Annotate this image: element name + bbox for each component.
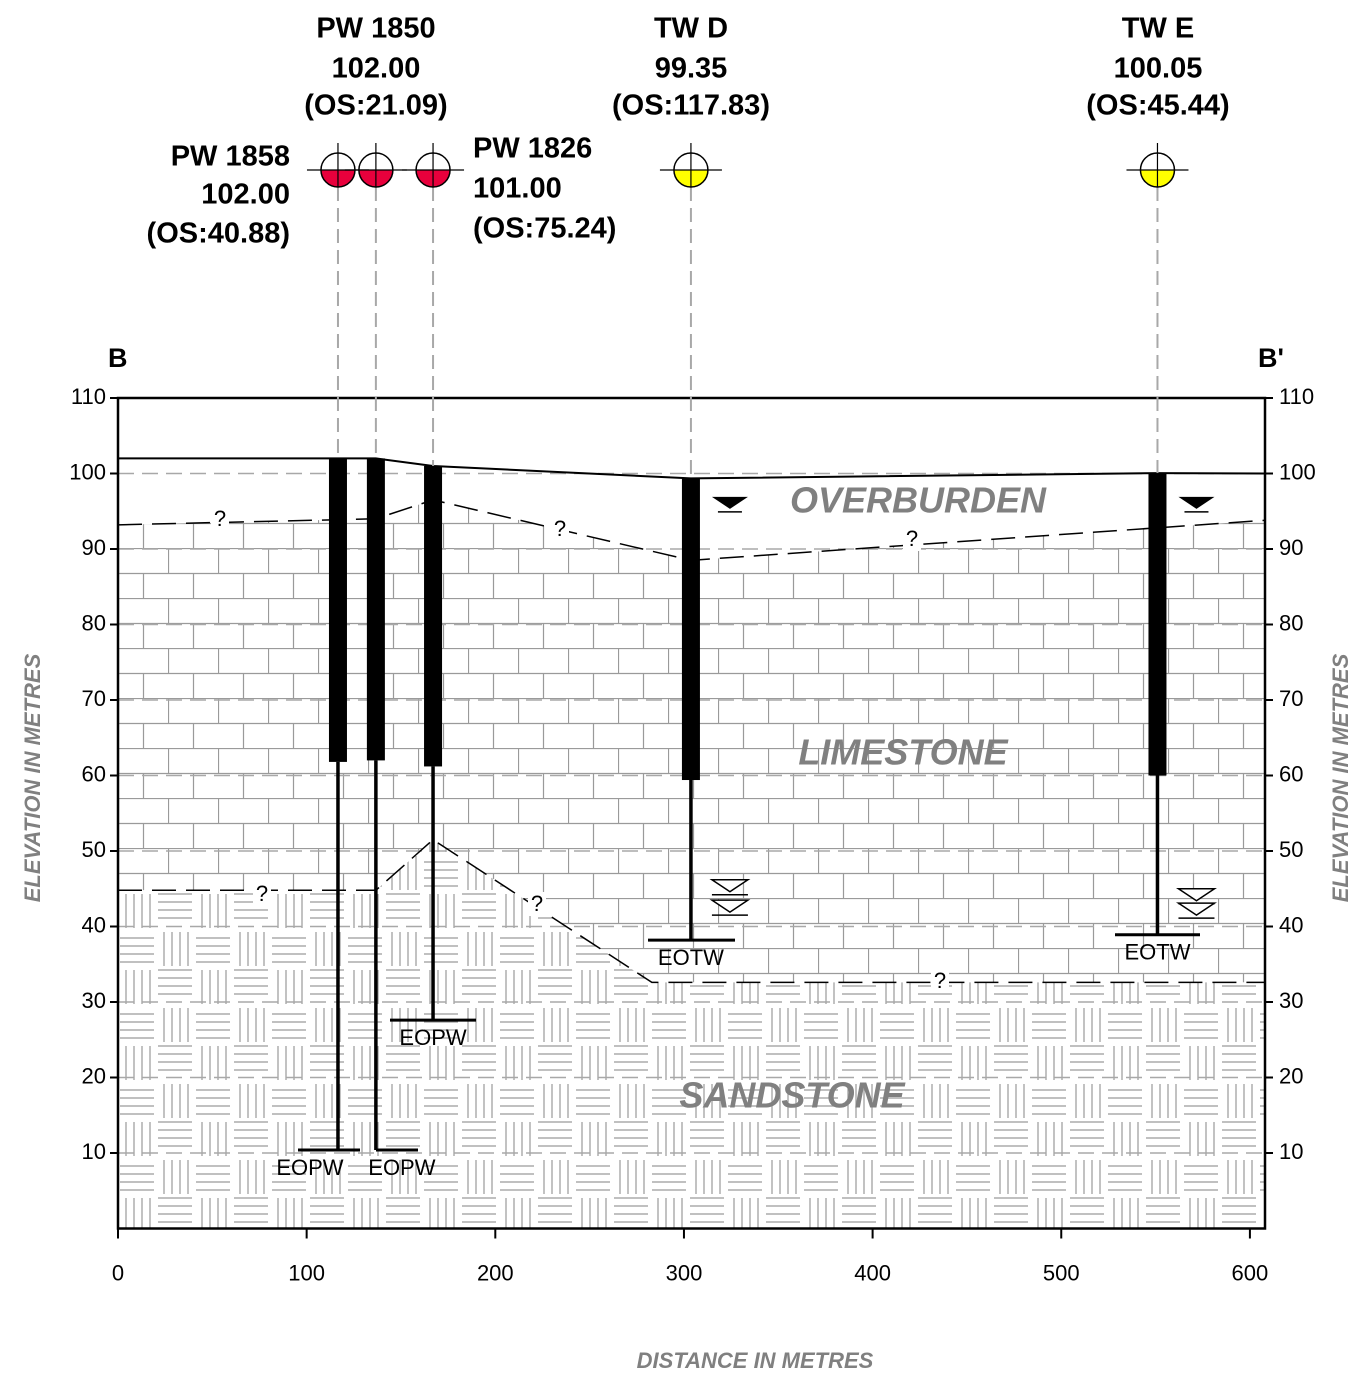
y2-tick-label: 90 <box>1279 535 1303 560</box>
unit-label: LIMESTONE <box>798 732 1008 773</box>
casing <box>424 465 443 767</box>
y2-tick-label: 50 <box>1279 837 1303 862</box>
well: PW 1858 102.00 (OS:40.88) EOPW <box>147 141 369 1180</box>
question-bg <box>903 527 921 551</box>
well-offset: (OS:40.88) <box>147 218 290 250</box>
y2-tick-label: 100 <box>1279 459 1316 484</box>
well-name: TW E <box>1122 13 1195 45</box>
well-name: TW D <box>654 13 728 45</box>
x-tick-label: 200 <box>477 1260 514 1285</box>
y-tick-label: 60 <box>82 761 106 786</box>
end-of-hole-label: EOPW <box>276 1155 343 1180</box>
well-name: PW 1850 <box>316 13 435 45</box>
y-tick-label: 30 <box>82 988 106 1013</box>
y2-tick-label: 40 <box>1279 912 1303 937</box>
y-tick-label: 40 <box>82 912 106 937</box>
y2-tick-label: 70 <box>1279 686 1303 711</box>
y-axis-label: ELEVATION IN METRES <box>20 653 45 902</box>
x-tick-label: 600 <box>1232 1260 1269 1285</box>
water-level <box>711 496 748 509</box>
question-bg <box>551 517 569 541</box>
y2-tick-label: 10 <box>1279 1139 1303 1164</box>
well-elevation: 101.00 <box>473 173 562 205</box>
casing <box>366 458 385 761</box>
uncertain-contact-label: ? <box>214 506 226 531</box>
y2-tick-label: 60 <box>1279 761 1303 786</box>
y2-axis-label: ELEVATION IN METRES <box>1328 653 1353 902</box>
unit-label: OVERBURDEN <box>790 480 1047 521</box>
y2-tick-label: 80 <box>1279 610 1303 635</box>
y-tick-label: 20 <box>82 1063 106 1088</box>
y2-tick-label: 110 <box>1279 384 1314 409</box>
uncertain-contact-label: ? <box>934 968 946 993</box>
well-elevation: 100.05 <box>1114 53 1203 85</box>
end-of-hole-label: EOTW <box>1124 940 1190 965</box>
uncertain-contact-label: ? <box>906 526 918 551</box>
water-level <box>1178 496 1215 509</box>
x-tick-label: 0 <box>112 1260 124 1285</box>
end-of-hole-label: EOPW <box>399 1025 466 1050</box>
deep-water-level <box>709 878 751 893</box>
well: TW E 100.05 (OS:45.44) EOTW <box>1086 13 1229 965</box>
section-end: B' <box>1258 343 1284 373</box>
well-offset: (OS:21.09) <box>304 90 447 122</box>
question-bg <box>931 969 949 993</box>
sandstone-contact <box>118 838 1265 984</box>
question-bg <box>528 892 546 916</box>
y-tick-label: 90 <box>82 535 106 560</box>
y-tick-label: 70 <box>82 686 106 711</box>
well-offset: (OS:45.44) <box>1086 90 1229 122</box>
uncertain-contact-label: ? <box>554 516 566 541</box>
x-tick-label: 400 <box>854 1260 891 1285</box>
sandstone-fill <box>118 839 1265 1228</box>
y-tick-label: 10 <box>82 1139 106 1164</box>
well-elevation: 99.35 <box>655 53 728 85</box>
section-start: B <box>108 343 128 373</box>
question-bg <box>253 882 271 906</box>
y2-tick-label: 30 <box>1279 988 1303 1013</box>
deep-water-level <box>1175 888 1217 902</box>
well-elevation: 102.00 <box>201 179 290 211</box>
well: TW D 99.35 (OS:117.83) EOTW <box>612 13 770 970</box>
well-name: PW 1858 <box>171 141 290 173</box>
x-tick-label: 100 <box>288 1260 325 1285</box>
well-offset: (OS:75.24) <box>473 213 616 245</box>
y-tick-label: 110 <box>71 384 106 409</box>
y-tick-label: 50 <box>82 837 106 862</box>
uncertain-contact-label: ? <box>531 891 543 916</box>
casing <box>328 458 347 762</box>
x-axis-label: DISTANCE IN METRES <box>637 1348 874 1373</box>
y-tick-label: 100 <box>69 459 106 484</box>
well-elevation: 102.00 <box>332 53 421 85</box>
well-name: PW 1826 <box>473 133 592 165</box>
unit-label: SANDSTONE <box>679 1075 905 1116</box>
end-of-hole-label: EOTW <box>658 945 724 970</box>
well: PW 1850 102.00 (OS:21.09) EOPW <box>304 13 447 1180</box>
well: PW 1826 101.00 (OS:75.24) EOPW <box>390 133 616 1050</box>
deep-water-level <box>709 899 751 913</box>
x-tick-label: 300 <box>666 1260 703 1285</box>
uncertain-contact-label: ? <box>256 881 268 906</box>
x-tick-label: 500 <box>1043 1260 1080 1285</box>
y2-tick-label: 20 <box>1279 1063 1303 1088</box>
question-bg <box>211 507 229 531</box>
casing <box>1148 473 1167 776</box>
y-tick-label: 80 <box>82 610 106 635</box>
deep-water-level <box>1175 902 1217 916</box>
casing <box>681 478 700 781</box>
end-of-hole-label: EOPW <box>368 1155 435 1180</box>
well-offset: (OS:117.83) <box>612 90 770 122</box>
